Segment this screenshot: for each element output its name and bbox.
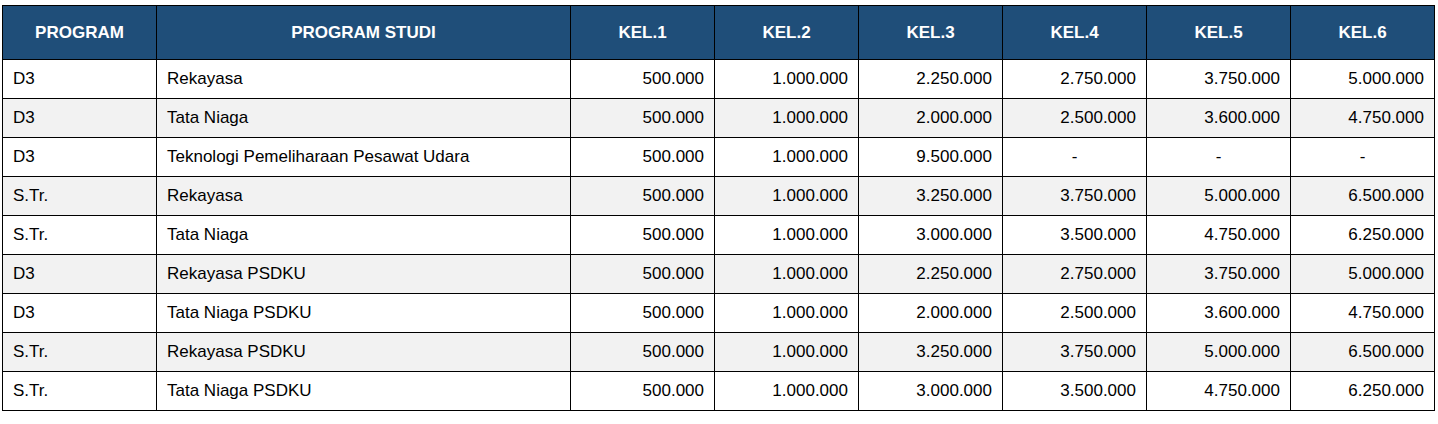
program-cell: D3 xyxy=(3,60,157,99)
kel1-fee-cell: 500.000 xyxy=(571,216,715,255)
program-studi-cell: Rekayasa PSDKU xyxy=(157,255,571,294)
kel3-fee-cell: 2.250.000 xyxy=(859,255,1003,294)
kel3-fee-cell: 3.000.000 xyxy=(859,372,1003,411)
table-row: D3Teknologi Pemeliharaan Pesawat Udara50… xyxy=(3,138,1435,177)
column-header-program: PROGRAM xyxy=(3,6,157,60)
table-row: D3Rekayasa PSDKU500.0001.000.0002.250.00… xyxy=(3,255,1435,294)
kel6-fee-cell: 5.000.000 xyxy=(1291,255,1435,294)
kel4-fee-cell: 2.500.000 xyxy=(1003,294,1147,333)
program-cell: S.Tr. xyxy=(3,372,157,411)
kel6-fee-cell: 6.500.000 xyxy=(1291,177,1435,216)
table-body: D3Rekayasa500.0001.000.0002.250.0002.750… xyxy=(3,60,1435,411)
program-studi-cell: Tata Niaga xyxy=(157,99,571,138)
kel2-fee-cell: 1.000.000 xyxy=(715,138,859,177)
tuition-fee-table: PROGRAMPROGRAM STUDIKEL.1KEL.2KEL.3KEL.4… xyxy=(2,5,1435,411)
kel2-fee-cell: 1.000.000 xyxy=(715,372,859,411)
kel6-fee-cell: 6.250.000 xyxy=(1291,216,1435,255)
program-cell: D3 xyxy=(3,138,157,177)
kel5-fee-cell: - xyxy=(1147,138,1291,177)
table-row: S.Tr.Rekayasa PSDKU500.0001.000.0003.250… xyxy=(3,333,1435,372)
kel5-fee-cell: 3.600.000 xyxy=(1147,294,1291,333)
program-cell: S.Tr. xyxy=(3,333,157,372)
kel1-fee-cell: 500.000 xyxy=(571,333,715,372)
table-row: D3Tata Niaga500.0001.000.0002.000.0002.5… xyxy=(3,99,1435,138)
program-studi-cell: Tata Niaga PSDKU xyxy=(157,294,571,333)
column-header-kel2: KEL.2 xyxy=(715,6,859,60)
kel4-fee-cell: 2.500.000 xyxy=(1003,99,1147,138)
kel1-fee-cell: 500.000 xyxy=(571,177,715,216)
program-cell: D3 xyxy=(3,99,157,138)
kel6-fee-cell: 5.000.000 xyxy=(1291,60,1435,99)
program-studi-cell: Rekayasa PSDKU xyxy=(157,333,571,372)
table-row: S.Tr.Tata Niaga500.0001.000.0003.000.000… xyxy=(3,216,1435,255)
program-studi-cell: Teknologi Pemeliharaan Pesawat Udara xyxy=(157,138,571,177)
table-row: D3Tata Niaga PSDKU500.0001.000.0002.000.… xyxy=(3,294,1435,333)
column-header-kel5: KEL.5 xyxy=(1147,6,1291,60)
program-cell: S.Tr. xyxy=(3,216,157,255)
kel4-fee-cell: 3.750.000 xyxy=(1003,177,1147,216)
kel5-fee-cell: 5.000.000 xyxy=(1147,177,1291,216)
kel2-fee-cell: 1.000.000 xyxy=(715,255,859,294)
program-cell: D3 xyxy=(3,255,157,294)
kel3-fee-cell: 2.250.000 xyxy=(859,60,1003,99)
kel4-fee-cell: 3.500.000 xyxy=(1003,372,1147,411)
column-header-program-studi: PROGRAM STUDI xyxy=(157,6,571,60)
program-studi-cell: Rekayasa xyxy=(157,60,571,99)
column-header-kel3: KEL.3 xyxy=(859,6,1003,60)
kel4-fee-cell: 2.750.000 xyxy=(1003,255,1147,294)
kel2-fee-cell: 1.000.000 xyxy=(715,99,859,138)
header-row: PROGRAMPROGRAM STUDIKEL.1KEL.2KEL.3KEL.4… xyxy=(3,6,1435,60)
program-cell: S.Tr. xyxy=(3,177,157,216)
kel1-fee-cell: 500.000 xyxy=(571,372,715,411)
program-studi-cell: Tata Niaga xyxy=(157,216,571,255)
page: PROGRAMPROGRAM STUDIKEL.1KEL.2KEL.3KEL.4… xyxy=(0,0,1438,424)
kel2-fee-cell: 1.000.000 xyxy=(715,216,859,255)
kel3-fee-cell: 3.250.000 xyxy=(859,333,1003,372)
kel5-fee-cell: 4.750.000 xyxy=(1147,372,1291,411)
kel2-fee-cell: 1.000.000 xyxy=(715,333,859,372)
kel5-fee-cell: 3.600.000 xyxy=(1147,99,1291,138)
kel3-fee-cell: 9.500.000 xyxy=(859,138,1003,177)
kel3-fee-cell: 3.250.000 xyxy=(859,177,1003,216)
column-header-kel4: KEL.4 xyxy=(1003,6,1147,60)
kel6-fee-cell: 6.500.000 xyxy=(1291,333,1435,372)
kel6-fee-cell: 4.750.000 xyxy=(1291,294,1435,333)
kel3-fee-cell: 2.000.000 xyxy=(859,294,1003,333)
kel1-fee-cell: 500.000 xyxy=(571,60,715,99)
kel6-fee-cell: 6.250.000 xyxy=(1291,372,1435,411)
kel4-fee-cell: - xyxy=(1003,138,1147,177)
column-header-kel6: KEL.6 xyxy=(1291,6,1435,60)
kel6-fee-cell: - xyxy=(1291,138,1435,177)
kel4-fee-cell: 3.750.000 xyxy=(1003,333,1147,372)
kel2-fee-cell: 1.000.000 xyxy=(715,294,859,333)
program-studi-cell: Tata Niaga PSDKU xyxy=(157,372,571,411)
program-cell: D3 xyxy=(3,294,157,333)
program-studi-cell: Rekayasa xyxy=(157,177,571,216)
table-row: D3Rekayasa500.0001.000.0002.250.0002.750… xyxy=(3,60,1435,99)
kel5-fee-cell: 5.000.000 xyxy=(1147,333,1291,372)
kel1-fee-cell: 500.000 xyxy=(571,138,715,177)
kel3-fee-cell: 2.000.000 xyxy=(859,99,1003,138)
table-row: S.Tr.Rekayasa500.0001.000.0003.250.0003.… xyxy=(3,177,1435,216)
kel1-fee-cell: 500.000 xyxy=(571,255,715,294)
kel5-fee-cell: 3.750.000 xyxy=(1147,60,1291,99)
kel6-fee-cell: 4.750.000 xyxy=(1291,99,1435,138)
kel1-fee-cell: 500.000 xyxy=(571,99,715,138)
kel5-fee-cell: 4.750.000 xyxy=(1147,216,1291,255)
kel2-fee-cell: 1.000.000 xyxy=(715,60,859,99)
kel3-fee-cell: 3.000.000 xyxy=(859,216,1003,255)
kel2-fee-cell: 1.000.000 xyxy=(715,177,859,216)
kel1-fee-cell: 500.000 xyxy=(571,294,715,333)
kel5-fee-cell: 3.750.000 xyxy=(1147,255,1291,294)
table-row: S.Tr.Tata Niaga PSDKU500.0001.000.0003.0… xyxy=(3,372,1435,411)
column-header-kel1: KEL.1 xyxy=(571,6,715,60)
kel4-fee-cell: 2.750.000 xyxy=(1003,60,1147,99)
kel4-fee-cell: 3.500.000 xyxy=(1003,216,1147,255)
